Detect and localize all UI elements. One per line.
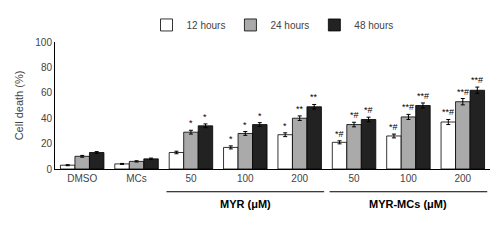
svg-text:*: * [229,134,233,144]
svg-text:MYR-MCs (μM): MYR-MCs (μM) [369,198,447,210]
svg-text:*#: *# [364,105,373,115]
svg-text:**#: **# [457,87,469,97]
svg-text:48 hours: 48 hours [354,20,393,31]
svg-text:DMSO: DMSO [67,173,97,184]
svg-text:*#: *# [335,129,344,139]
svg-text:**#: **# [402,102,414,112]
svg-text:100: 100 [35,37,52,48]
svg-text:200: 200 [454,173,471,184]
svg-text:*: * [283,121,287,131]
svg-text:**#: **# [471,75,483,85]
svg-text:60: 60 [41,87,53,98]
svg-text:*: * [258,111,262,121]
svg-text:Cell death (%): Cell death (%) [13,71,25,141]
svg-text:40: 40 [41,113,53,124]
svg-text:*#: *# [350,110,359,120]
svg-text:**: ** [296,104,304,114]
svg-text:MCs: MCs [126,173,147,184]
svg-text:24 hours: 24 hours [270,20,309,31]
svg-text:100: 100 [237,173,254,184]
svg-text:20: 20 [41,138,53,149]
svg-text:**: ** [310,92,318,102]
svg-text:80: 80 [41,62,53,73]
svg-text:*: * [203,112,207,122]
svg-text:*: * [189,118,193,128]
svg-text:0: 0 [46,164,52,175]
svg-text:12 hours: 12 hours [187,20,226,31]
svg-text:200: 200 [291,173,308,184]
svg-text:*#: *# [389,122,398,132]
svg-text:50: 50 [348,173,360,184]
svg-text:**#: **# [417,91,429,101]
svg-text:*: * [243,120,247,130]
svg-text:50: 50 [185,173,197,184]
svg-text:100: 100 [400,173,417,184]
svg-text:MYR (μM): MYR (μM) [220,198,271,210]
svg-text:**#: **# [442,107,454,117]
